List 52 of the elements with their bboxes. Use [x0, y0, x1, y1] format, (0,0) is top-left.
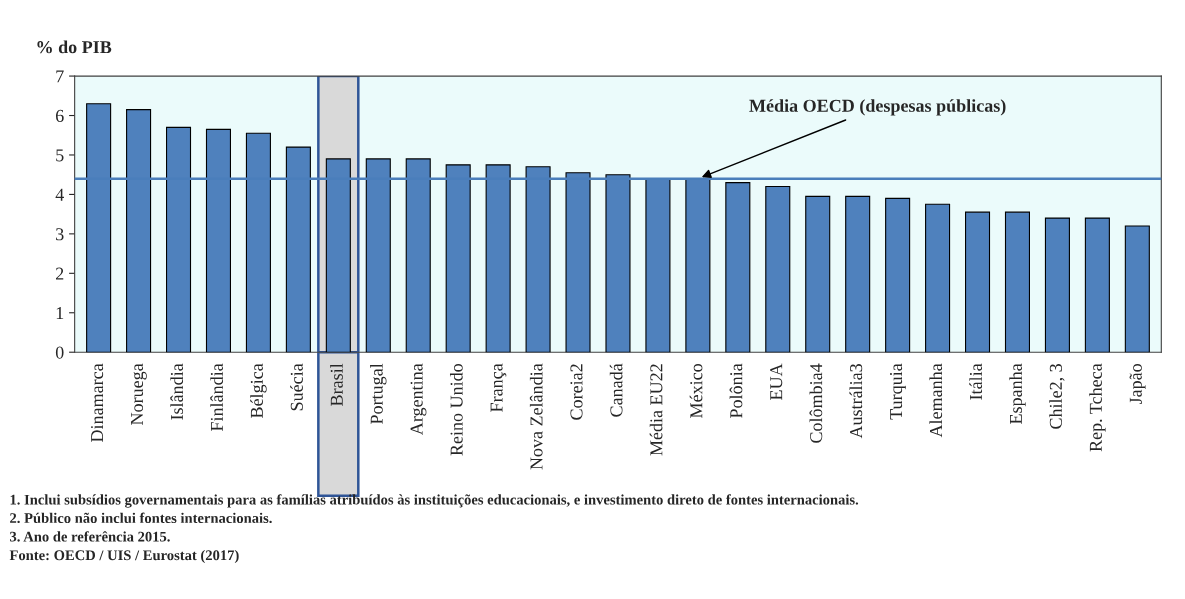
text: 3. Ano de referência 2015.	[10, 531, 170, 542]
y-axis-title: % do PIB	[37, 40, 112, 54]
text: 2. Público não inclui fontes internacionais.	[10, 512, 272, 524]
y-tick-label: 7	[56, 70, 64, 83]
annotation: Média OECD (despesas públicas)	[749, 99, 1006, 116]
x-tick-label: Bélgica	[250, 363, 267, 418]
x-tick-label: Colômbia4	[809, 363, 823, 443]
x-tick-label: Alemanha	[929, 363, 943, 438]
x-tick-label: Argentina	[410, 363, 427, 436]
text: 1. Inclui subsídios governamentais para as famílias atribuídos às instituições educacionais, e investimento direto de fontes internacionais.	[10, 494, 859, 508]
bar	[1124, 225, 1150, 353]
x-tick-label: Nova Zelândia	[529, 363, 543, 470]
x-tick-label: México	[689, 364, 703, 418]
x-tick-label: Islândia	[170, 363, 184, 420]
y-tick-label: 6	[55, 109, 64, 122]
source-note: Fonte: OECD / UIS / Eurostat (2017)	[9, 549, 239, 564]
bar	[1004, 211, 1031, 353]
x-tick-label: Coreia2	[570, 364, 583, 420]
x-tick-label: Espanha	[1009, 363, 1026, 424]
y-tick-label: 5	[56, 149, 64, 162]
bar	[925, 203, 951, 353]
bar	[964, 211, 991, 353]
y-tick-label: 2	[56, 267, 64, 280]
x-tick-label: França	[490, 363, 507, 412]
y-tick-label: 1	[56, 307, 64, 320]
x-tick-label: Japão	[1129, 364, 1146, 405]
x-tick-label: Austrália3	[849, 364, 863, 439]
x-tick-label: Canadá	[609, 363, 623, 417]
bar	[885, 197, 911, 353]
y-tick-label: 0	[55, 346, 64, 359]
bar	[765, 185, 791, 353]
x-tick-label: Noruega	[131, 363, 147, 425]
x-tick-label: Rep. Tcheca	[1089, 363, 1106, 452]
x-tick-label: Itália	[969, 363, 983, 400]
x-tick-label: Portugal	[370, 363, 387, 424]
x-tick-label: Reino Unido	[449, 364, 463, 456]
y-tick-label: 4	[55, 188, 64, 201]
x-tick-label: Suécia	[290, 363, 303, 411]
y-tick-label: 3	[56, 228, 64, 241]
x-tick-label: EUA	[770, 363, 783, 400]
bar	[805, 195, 831, 353]
bar	[1084, 217, 1110, 353]
x-tick-label: Finlândia	[210, 363, 223, 432]
x-tick-label: Chile2, 3	[1049, 364, 1065, 429]
x-tick-label: Turquia	[890, 363, 906, 420]
bar	[845, 195, 871, 353]
bar	[1044, 217, 1070, 353]
x-tick-label: Dinamarca	[91, 363, 104, 442]
x-tick-label: Média EU22	[649, 364, 663, 456]
bar	[725, 182, 751, 353]
x-tick-label: Brasil	[330, 363, 343, 406]
x-tick-label: Polônia	[729, 363, 743, 418]
